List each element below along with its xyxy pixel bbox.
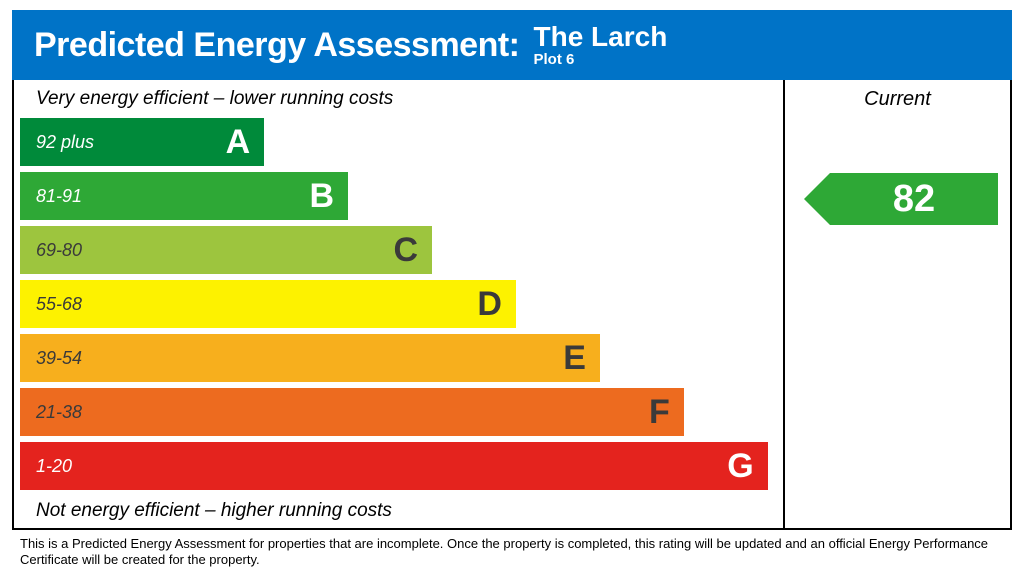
current-panel: Current 82 (785, 80, 1010, 528)
band-range: 55-68 (36, 294, 82, 315)
band-d: 55-68 D (20, 280, 516, 328)
band-c: 69-80 C (20, 226, 432, 274)
header-bar: Predicted Energy Assessment: The Larch P… (12, 10, 1012, 80)
current-label: Current (785, 80, 1010, 111)
band-range: 92 plus (36, 132, 94, 153)
epc-chart: Predicted Energy Assessment: The Larch P… (12, 10, 1012, 568)
property-name: The Larch (534, 22, 668, 51)
band-letter: B (310, 177, 335, 216)
header-property: The Larch Plot 6 (534, 22, 668, 68)
band-letter: D (477, 285, 502, 324)
header-title: Predicted Energy Assessment: (34, 26, 520, 65)
band-range: 69-80 (36, 240, 82, 261)
band-range: 39-54 (36, 348, 82, 369)
band-a: 92 plus A (20, 118, 264, 166)
current-value: 82 (830, 173, 998, 225)
bands-panel: Very energy efficient – lower running co… (14, 80, 785, 528)
band-letter: E (563, 339, 586, 378)
band-range: 21-38 (36, 402, 82, 423)
band-letter: G (727, 447, 753, 486)
band-letter: C (393, 231, 418, 270)
caption-top: Very energy efficient – lower running co… (14, 86, 783, 118)
marker-arrow-icon (804, 173, 830, 225)
band-letter: F (649, 393, 670, 432)
marker-area: 82 (785, 111, 1010, 528)
band-letter: A (226, 123, 251, 162)
band-f: 21-38 F (20, 388, 684, 436)
band-e: 39-54 E (20, 334, 600, 382)
bands-stack: 92 plus A 81-91 B 69-80 C 55-68 D 39-54 E 21-38 F 1-… (14, 118, 783, 496)
chart-body: Very energy efficient – lower running co… (12, 80, 1012, 530)
band-range: 81-91 (36, 186, 82, 207)
disclaimer-text: This is a Predicted Energy Assessment fo… (12, 530, 1012, 567)
band-g: 1-20 G (20, 442, 768, 490)
band-b: 81-91 B (20, 172, 348, 220)
caption-bottom: Not energy efficient – higher running co… (14, 496, 783, 526)
current-marker: 82 (804, 173, 998, 225)
band-range: 1-20 (36, 456, 72, 477)
plot-label: Plot 6 (534, 51, 668, 68)
